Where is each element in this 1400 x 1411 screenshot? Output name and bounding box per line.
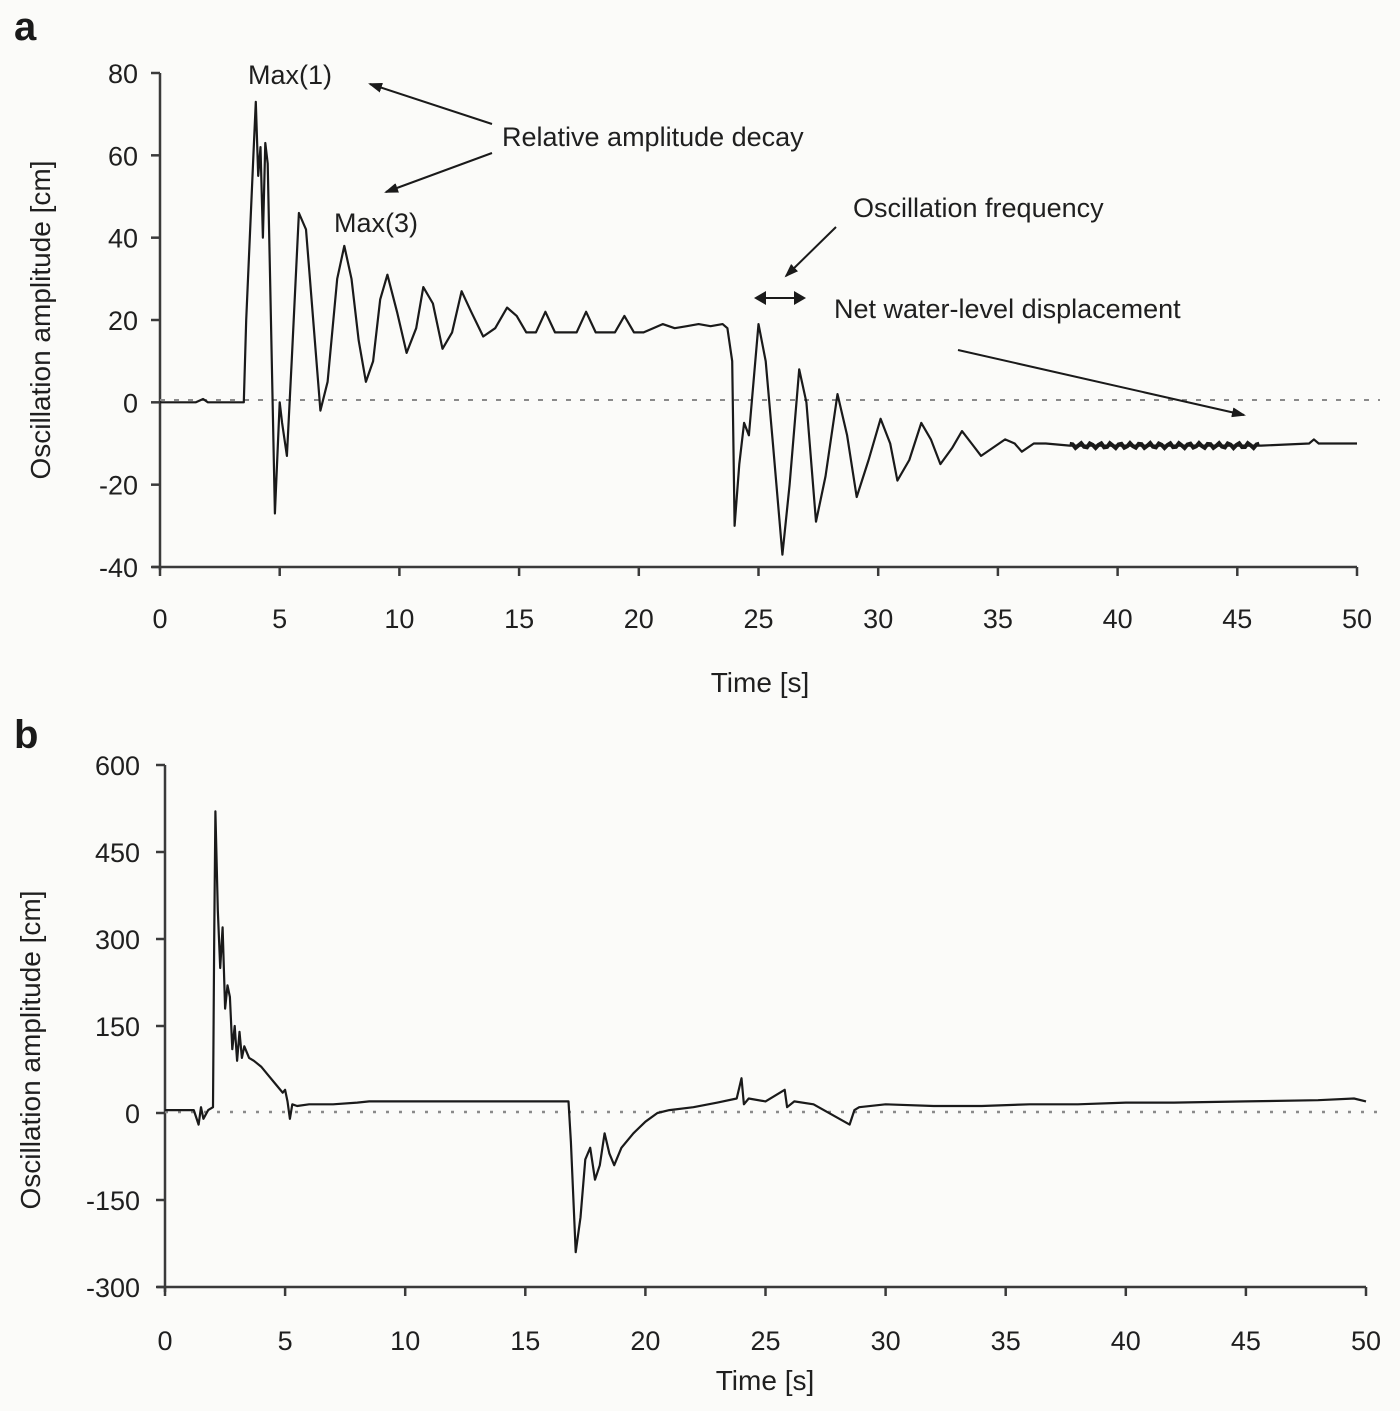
y-tick-label: -150 bbox=[86, 1186, 140, 1216]
x-tick-label: 40 bbox=[1111, 1326, 1141, 1356]
x-tick-label: 25 bbox=[750, 1326, 780, 1356]
x-tick-label: 5 bbox=[272, 604, 287, 634]
annotation-frequency: Oscillation frequency bbox=[853, 193, 1104, 223]
x-tick-label: 10 bbox=[390, 1326, 420, 1356]
x-tick-label: 25 bbox=[743, 604, 773, 634]
panel-b-label: b bbox=[14, 713, 38, 757]
panel-a: a -40 -20 0 20 40 60 80 0 5 10 15 20 25 30 35 40 45 50 T… bbox=[14, 5, 1380, 698]
x-tick-label: 35 bbox=[991, 1326, 1021, 1356]
y-tick-label: 450 bbox=[95, 838, 140, 868]
annotation-max3: Max(3) bbox=[334, 208, 418, 238]
arrow-to-displacement-icon bbox=[957, 349, 1246, 418]
panel-b-x-title: Time [s] bbox=[716, 1365, 815, 1396]
x-tick-label: 35 bbox=[983, 604, 1013, 634]
panel-a-label: a bbox=[14, 5, 37, 49]
double-arrow-period-icon bbox=[754, 291, 806, 305]
y-tick-label: 40 bbox=[108, 224, 138, 254]
panel-b: b -300 -150 0 150 300 450 600 0 5 10 15 20 25 30 35 40… bbox=[14, 713, 1381, 1396]
x-tick-label: 50 bbox=[1342, 604, 1372, 634]
y-tick-label: -40 bbox=[99, 553, 138, 583]
x-tick-label: 0 bbox=[152, 604, 167, 634]
y-tick-label: 300 bbox=[95, 925, 140, 955]
y-tick-label: 60 bbox=[108, 141, 138, 171]
y-tick-label: -20 bbox=[99, 471, 138, 501]
annotation-displacement: Net water-level displacement bbox=[834, 294, 1181, 324]
x-tick-label: 30 bbox=[871, 1326, 901, 1356]
panel-a-noise-band bbox=[1069, 440, 1260, 451]
x-tick-label: 20 bbox=[624, 604, 654, 634]
panel-a-y-title: Oscillation amplitude [cm] bbox=[25, 160, 56, 479]
x-tick-label: 45 bbox=[1231, 1326, 1261, 1356]
y-tick-label: -300 bbox=[86, 1273, 140, 1303]
arrow-to-max3-icon bbox=[384, 152, 493, 193]
y-tick-label: 0 bbox=[123, 388, 138, 418]
x-tick-label: 10 bbox=[384, 604, 414, 634]
y-tick-label: 150 bbox=[95, 1012, 140, 1042]
x-tick-label: 0 bbox=[157, 1326, 172, 1356]
x-tick-label: 15 bbox=[510, 1326, 540, 1356]
y-tick-label: 80 bbox=[108, 59, 138, 89]
panel-b-y-title: Oscillation amplitude [cm] bbox=[15, 890, 46, 1209]
panel-a-data-line bbox=[160, 100, 1357, 556]
y-tick-label: 20 bbox=[108, 306, 138, 336]
annotation-max1: Max(1) bbox=[248, 60, 332, 90]
x-tick-label: 30 bbox=[863, 604, 893, 634]
panel-b-x-ticks: 0 5 10 15 20 25 30 35 40 45 50 bbox=[157, 1287, 1381, 1356]
x-tick-label: 40 bbox=[1103, 604, 1133, 634]
x-tick-label: 45 bbox=[1222, 604, 1252, 634]
x-tick-label: 50 bbox=[1351, 1326, 1381, 1356]
x-tick-label: 20 bbox=[630, 1326, 660, 1356]
panel-a-x-ticks: 0 5 10 15 20 25 30 35 40 45 50 bbox=[152, 567, 1372, 634]
annotation-decay: Relative amplitude decay bbox=[502, 122, 804, 152]
arrow-to-max1-icon bbox=[368, 82, 493, 125]
panel-b-y-ticks: -300 -150 0 150 300 450 600 bbox=[86, 751, 165, 1303]
x-tick-label: 15 bbox=[504, 604, 534, 634]
y-tick-label: 0 bbox=[125, 1099, 140, 1129]
arrow-to-frequency-icon bbox=[784, 226, 837, 278]
panel-a-y-ticks: -40 -20 0 20 40 60 80 bbox=[99, 59, 160, 583]
x-tick-label: 5 bbox=[278, 1326, 293, 1356]
panel-b-data-line bbox=[165, 810, 1367, 1254]
y-tick-label: 600 bbox=[95, 751, 140, 781]
panel-a-x-title: Time [s] bbox=[711, 667, 810, 698]
